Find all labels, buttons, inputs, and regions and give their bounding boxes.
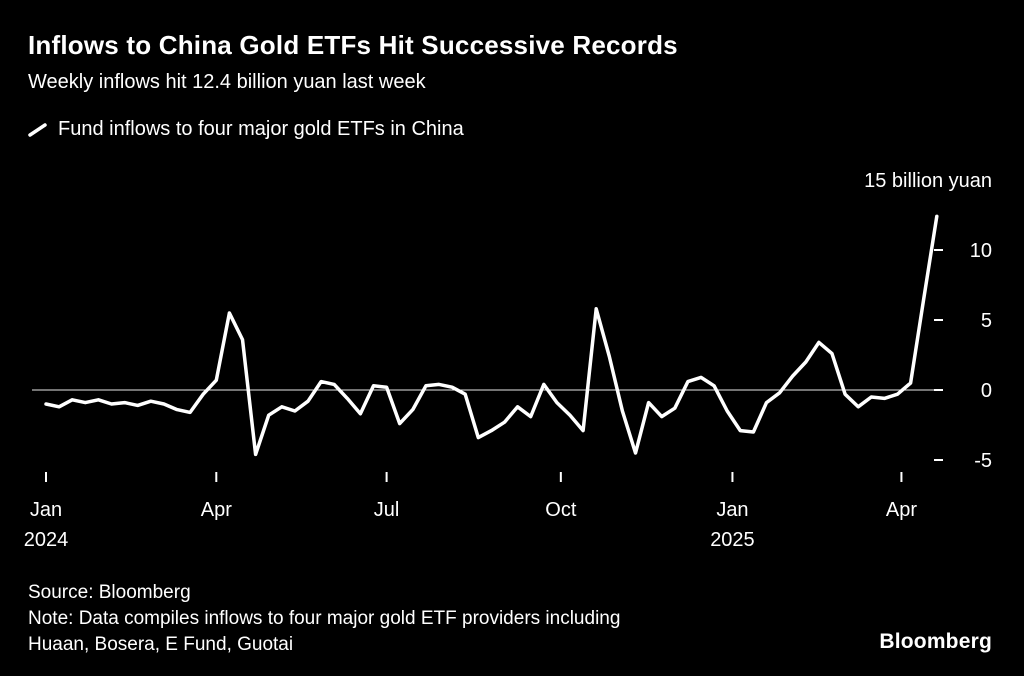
chart-title: Inflows to China Gold ETFs Hit Successiv…	[28, 30, 678, 60]
inflows-line-series	[44, 214, 939, 457]
bloomberg-logo: Bloomberg	[879, 630, 992, 653]
chart-subtitle: Weekly inflows hit 12.4 billion yuan las…	[28, 71, 426, 93]
chart-header: Inflows to China Gold ETFs Hit Successiv…	[28, 30, 996, 94]
y-tick-label: 10	[970, 240, 992, 262]
y-axis-unit-label: 15 billion yuan	[864, 170, 992, 192]
x-tick-label: Apr	[886, 499, 917, 521]
chart-legend: Fund inflows to four major gold ETFs in …	[28, 118, 464, 141]
y-tick-label: 5	[981, 310, 992, 332]
y-tick-label: -5	[974, 450, 992, 472]
source-text: Source: Bloomberg	[28, 582, 191, 603]
x-tick-year-label: 2024	[24, 529, 69, 551]
x-tick-label: Oct	[545, 499, 577, 521]
legend-label: Fund inflows to four major gold ETFs in …	[58, 118, 464, 140]
x-tick-label: Apr	[201, 499, 232, 521]
line-series-icon	[28, 122, 48, 138]
note-text-line1: Note: Data compiles inflows to four majo…	[28, 608, 621, 629]
x-tick-label: Jan	[716, 499, 748, 521]
line-chart: 10 5 0 -5 15 billion yuan Jan 2024 Apr Jul Oct Jan…	[24, 170, 992, 551]
chart-footer: Source: Bloomberg Note: Data compiles in…	[28, 580, 620, 658]
x-tick-label: Jan	[30, 499, 62, 521]
note-text-line2: Huaan, Bosera, E Fund, Guotai	[28, 634, 294, 655]
y-tick-label: 0	[981, 380, 992, 402]
x-tick-year-label: 2025	[710, 529, 755, 551]
x-tick-label: Jul	[374, 499, 400, 521]
